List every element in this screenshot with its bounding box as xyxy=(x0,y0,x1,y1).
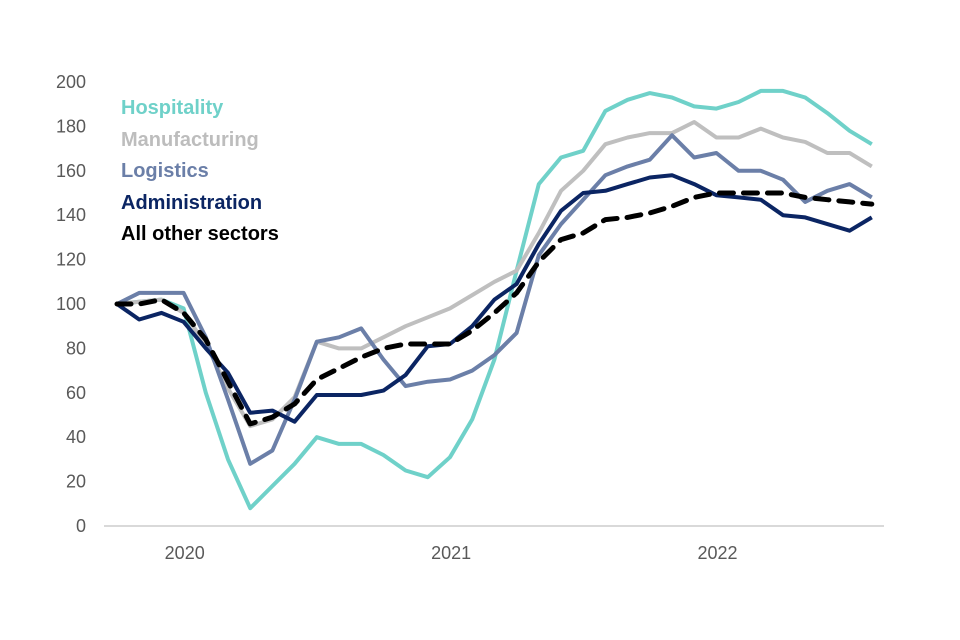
x-tick-label: 2022 xyxy=(697,543,737,563)
series-line-all-other-sectors xyxy=(114,190,875,427)
series-lines xyxy=(114,88,875,511)
y-tick-label: 180 xyxy=(56,116,86,136)
y-tick-label: 0 xyxy=(76,516,86,536)
x-axis-tick-labels: 2020 2021 2022 xyxy=(165,543,738,563)
series-line-hospitality xyxy=(116,88,873,511)
x-tick-label: 2021 xyxy=(431,543,471,563)
legend-label-manufacturing: Manufacturing xyxy=(121,129,259,151)
legend-label-logistics: Logistics xyxy=(121,160,209,182)
y-tick-label: 100 xyxy=(56,294,86,314)
series-line-logistics xyxy=(116,133,873,466)
y-tick-label: 40 xyxy=(66,427,86,447)
y-tick-label: 80 xyxy=(66,338,86,358)
y-tick-label: 160 xyxy=(56,161,86,181)
series-line-administration xyxy=(115,173,873,424)
y-axis-tick-labels: 0 20 40 60 80 100 120 140 160 180 200 xyxy=(56,72,86,536)
series-line-manufacturing xyxy=(116,120,873,429)
y-tick-label: 200 xyxy=(56,72,86,92)
x-tick-label: 2020 xyxy=(165,543,205,563)
y-tick-label: 140 xyxy=(56,205,86,225)
y-tick-label: 120 xyxy=(56,250,86,270)
legend-label-administration: Administration xyxy=(121,192,262,214)
y-tick-label: 60 xyxy=(66,383,86,403)
y-tick-label: 20 xyxy=(66,472,86,492)
legend-label-all-other-sectors: All other sectors xyxy=(121,223,279,245)
legend: Hospitality Manufacturing Logistics Adminis… xyxy=(121,97,279,245)
legend-label-hospitality: Hospitality xyxy=(121,97,224,119)
